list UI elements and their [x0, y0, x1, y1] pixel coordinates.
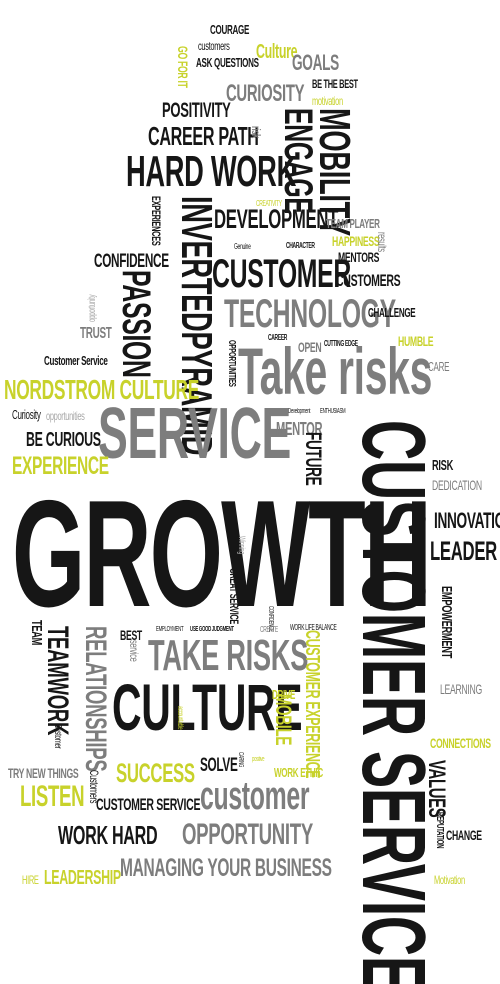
word-create: CREATE — [260, 625, 278, 634]
word-opportunity-small: opportunity — [87, 294, 98, 322]
word-take-risks-1: Take risks — [238, 334, 433, 408]
word-go-for-it: GO FOR IT — [175, 46, 191, 88]
word-customer-lower: customer — [200, 774, 310, 818]
word-service: SERVICE — [98, 394, 292, 474]
word-connections: CONNECTIONS — [430, 735, 491, 751]
word-drive: DRIVE — [272, 687, 296, 702]
word-use-good-judgment: USE GOOD JUDGMENT — [190, 626, 234, 633]
word-development-small: Development — [288, 408, 311, 415]
word-challenge: CHALLENGE — [368, 305, 416, 320]
word-accountable: accountable — [176, 706, 185, 730]
word-care: CARE — [428, 359, 450, 374]
word-relationships: RELATIONSHIPS — [79, 626, 112, 772]
word-managing-your-business: MANAGING YOUR BUSINESS — [120, 854, 332, 882]
word-creativity: CREATIVITY — [256, 199, 282, 208]
word-experiences: EXPERIENCES — [149, 196, 163, 246]
word-cutting-edge: CUTTING EDGE — [324, 339, 358, 348]
word-mentors: MENTORS — [338, 249, 380, 265]
word-leadership: LEADERSHIP — [44, 867, 121, 889]
word-work-hard: WORK HARD — [58, 820, 158, 850]
word-team-player: TEAM PLAYER — [326, 216, 380, 231]
word-solve: SOLVE — [200, 755, 238, 776]
word-open: OPEN — [298, 339, 322, 355]
word-humble: HUMBLE — [398, 333, 434, 349]
word-service-small: service — [127, 640, 141, 662]
word-change: CHANGE — [446, 827, 482, 843]
word-courage: COURAGE — [210, 22, 250, 37]
word-values: VALUES — [423, 760, 450, 818]
word-dedication: DEDICATION — [432, 477, 482, 493]
word-trust: TRUST — [80, 325, 112, 342]
word-take-risks-2: TAKE RISKS — [148, 631, 309, 680]
word-happiness: HAPPINESS — [332, 233, 380, 249]
word-confidence: CONFIDENCE — [94, 251, 169, 272]
word-culture-yellow: Culture — [256, 41, 298, 63]
word-customer-service-mid: CUSTOMER SERVICE — [96, 795, 201, 814]
word-character: CHARACTER — [286, 241, 315, 250]
word-listen: LISTEN — [20, 780, 85, 813]
word-hard-work: HARD WORK — [126, 147, 296, 196]
word-customers: customers — [198, 39, 230, 53]
word-success: SUCCESS — [116, 758, 195, 788]
word-empowerment: EMPOWERMENT — [438, 586, 455, 659]
word-ask-questions: ASK QUESTIONS — [196, 55, 259, 70]
word-leader: LEADER — [430, 536, 497, 566]
word-enthusiasm: ENTHUSIASM — [320, 408, 346, 415]
word-hire: HIRE — [22, 873, 39, 887]
word-work-life-balance: WORK LIFE BALANCE — [290, 623, 337, 632]
word-mentor: MENTOR — [276, 419, 323, 439]
word-growth: GROWTH — [12, 469, 432, 639]
word-work-ethic: WORK ETHIC — [274, 765, 323, 780]
word-mobile: MOBILE — [271, 694, 296, 746]
word-be-curious: BE CURIOUS — [26, 429, 101, 451]
word-best: BEST — [120, 627, 142, 643]
word-customer-big: CUSTOMER — [212, 252, 351, 296]
word-learning: LEARNING — [440, 681, 482, 697]
word-career: CAREER — [268, 333, 288, 342]
word-genuine: Genuine — [234, 242, 251, 251]
word-development: DEVELOPMENT — [214, 204, 339, 234]
word-technology: TECHNOLOGY — [224, 292, 396, 336]
word-career-path: CAREER PATH — [148, 121, 259, 151]
word-innovation: INNOVATION — [434, 508, 500, 533]
word-customers-2: CUSTOMERS — [336, 271, 401, 290]
word-opportunities-small: opportunities — [46, 409, 85, 423]
word-employment: EMPLOYMENT — [156, 626, 184, 633]
word-customer-service-small: Customer Service — [44, 353, 108, 368]
word-customer-vertical: Customer — [52, 724, 63, 749]
word-winning: Winning — [237, 536, 247, 554]
word-culture-big: CULTURE — [112, 670, 303, 744]
word-great-service: GREAT SERVICE — [227, 568, 241, 625]
word-positivity: POSITIVITY — [162, 99, 231, 122]
word-goals: GOALS — [292, 50, 339, 75]
word-curiosity-small: Curiosity — [12, 407, 41, 422]
word-customer-experience: CUSTOMER EXPERIENCE — [301, 630, 323, 779]
word-risk: RISK — [432, 457, 453, 474]
word-be-the-best: BE THE BEST — [312, 77, 358, 91]
word-nordstrom-culture: NORDSTROM CULTURE — [4, 374, 199, 405]
word-risk-small: risk — [249, 126, 263, 139]
word-teamwork: TEAMWORK — [41, 626, 74, 736]
word-motivation-small: motivation — [312, 94, 343, 108]
word-passion: PASSION — [114, 270, 158, 378]
word-caring: CARING — [237, 752, 244, 768]
word-reputation: REPUTATION — [434, 812, 445, 849]
word-positive: positive — [252, 756, 265, 763]
word-motivation: Motivation — [434, 873, 465, 887]
word-try-new-things: TRY NEW THINGS — [8, 765, 79, 781]
word-opportunities: OPPORTUNITIES — [226, 340, 237, 387]
word-experience: EXPERIENCE — [12, 452, 109, 480]
word-opportunity: OPPORTUNITY — [182, 818, 313, 851]
word-curiosity: CURIOSITY — [226, 80, 305, 107]
